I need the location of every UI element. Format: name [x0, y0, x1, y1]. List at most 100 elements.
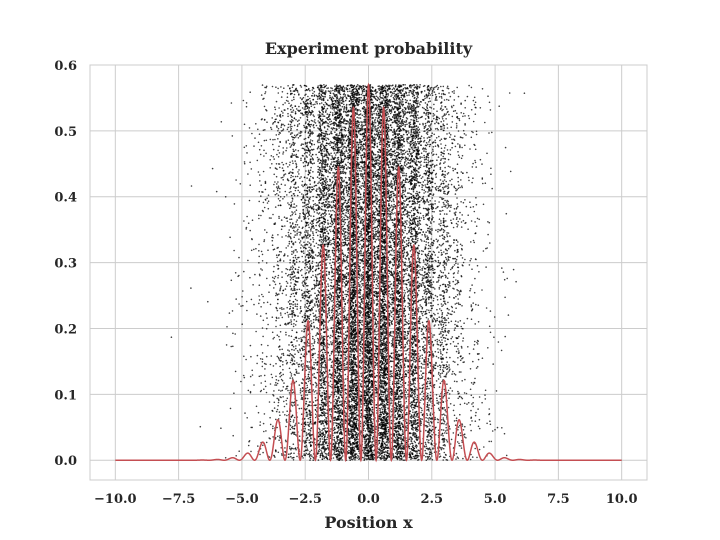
- scatter-point: [451, 106, 453, 109]
- scatter-point: [383, 457, 385, 460]
- scatter-point: [391, 221, 394, 224]
- scatter-point: [290, 108, 292, 111]
- scatter-point: [293, 323, 295, 325]
- scatter-point: [279, 375, 282, 378]
- scatter-point: [325, 239, 328, 242]
- scatter-point: [374, 268, 376, 271]
- scatter-point: [403, 124, 405, 126]
- scatter-point: [376, 278, 378, 281]
- scatter-point: [308, 371, 311, 373]
- scatter-point: [368, 296, 371, 298]
- scatter-point: [330, 402, 332, 404]
- scatter-point: [425, 445, 428, 448]
- scatter-point: [449, 343, 452, 345]
- scatter-point: [394, 373, 397, 375]
- scatter-point: [372, 223, 375, 225]
- scatter-point: [360, 311, 363, 313]
- scatter-point: [402, 116, 405, 118]
- scatter-point: [289, 276, 292, 278]
- scatter-point: [412, 325, 415, 328]
- scatter-point: [446, 383, 448, 386]
- scatter-point: [394, 146, 396, 148]
- scatter-point: [341, 215, 343, 218]
- scatter-point: [305, 432, 308, 434]
- scatter-point: [443, 406, 446, 409]
- scatter-point: [454, 135, 456, 137]
- scatter-point: [382, 267, 385, 270]
- scatter-point: [245, 358, 247, 361]
- scatter-point: [326, 245, 329, 248]
- scatter-point: [383, 252, 386, 254]
- scatter-point: [461, 380, 464, 382]
- scatter-point: [470, 382, 473, 384]
- scatter-point: [397, 117, 399, 120]
- scatter-point: [283, 405, 286, 408]
- scatter-point: [307, 241, 309, 243]
- scatter-point: [332, 89, 334, 92]
- scatter-point: [438, 96, 441, 98]
- scatter-point: [320, 177, 322, 179]
- scatter-point: [445, 291, 448, 293]
- scatter-point: [425, 456, 427, 458]
- scatter-point: [299, 389, 302, 392]
- scatter-point: [437, 259, 440, 262]
- scatter-point: [324, 345, 327, 347]
- scatter-point: [345, 103, 348, 106]
- scatter-point: [470, 136, 473, 139]
- scatter-point: [330, 152, 332, 155]
- scatter-point: [265, 85, 268, 88]
- scatter-point: [330, 120, 333, 123]
- scatter-point: [291, 314, 294, 316]
- scatter-point: [478, 271, 480, 273]
- scatter-point: [435, 394, 438, 396]
- scatter-point: [421, 354, 424, 357]
- scatter-point: [292, 256, 295, 259]
- scatter-point: [255, 330, 257, 333]
- scatter-point: [303, 425, 306, 428]
- scatter-point: [344, 221, 347, 224]
- scatter-point: [411, 142, 414, 145]
- scatter-point: [248, 199, 251, 202]
- scatter-point: [441, 339, 443, 341]
- scatter-point: [422, 216, 425, 219]
- scatter-point: [256, 313, 258, 315]
- scatter-point: [468, 117, 471, 120]
- scatter-point: [357, 214, 360, 217]
- scatter-point: [282, 373, 285, 376]
- scatter-point: [282, 260, 285, 262]
- scatter-point: [361, 321, 363, 323]
- scatter-point: [435, 121, 438, 123]
- scatter-point: [290, 448, 292, 451]
- scatter-point: [330, 300, 333, 302]
- scatter-point: [278, 345, 281, 347]
- scatter-point: [308, 242, 311, 244]
- scatter-point: [467, 214, 470, 216]
- scatter-point: [356, 116, 359, 119]
- scatter-point: [325, 395, 328, 397]
- scatter-point: [295, 205, 298, 207]
- scatter-point: [334, 374, 337, 377]
- scatter-point: [255, 247, 257, 250]
- scatter-point: [344, 366, 346, 369]
- scatter-point: [426, 224, 429, 226]
- scatter-point: [260, 94, 263, 96]
- scatter-point: [331, 311, 333, 314]
- scatter-point: [413, 200, 416, 203]
- scatter-point: [300, 289, 303, 292]
- scatter-point: [416, 202, 418, 205]
- scatter-point: [304, 231, 306, 233]
- scatter-point: [296, 120, 299, 122]
- scatter-point: [306, 118, 309, 121]
- scatter-point: [468, 352, 471, 355]
- scatter-point: [267, 344, 269, 347]
- scatter-point: [326, 427, 329, 430]
- scatter-point: [361, 198, 364, 200]
- scatter-point: [306, 209, 309, 212]
- scatter-point: [415, 415, 417, 418]
- scatter-point: [290, 111, 293, 113]
- scatter-point: [424, 344, 426, 347]
- scatter-point: [378, 454, 381, 457]
- scatter-point: [456, 244, 458, 247]
- scatter-point: [468, 179, 470, 182]
- scatter-point: [413, 284, 416, 287]
